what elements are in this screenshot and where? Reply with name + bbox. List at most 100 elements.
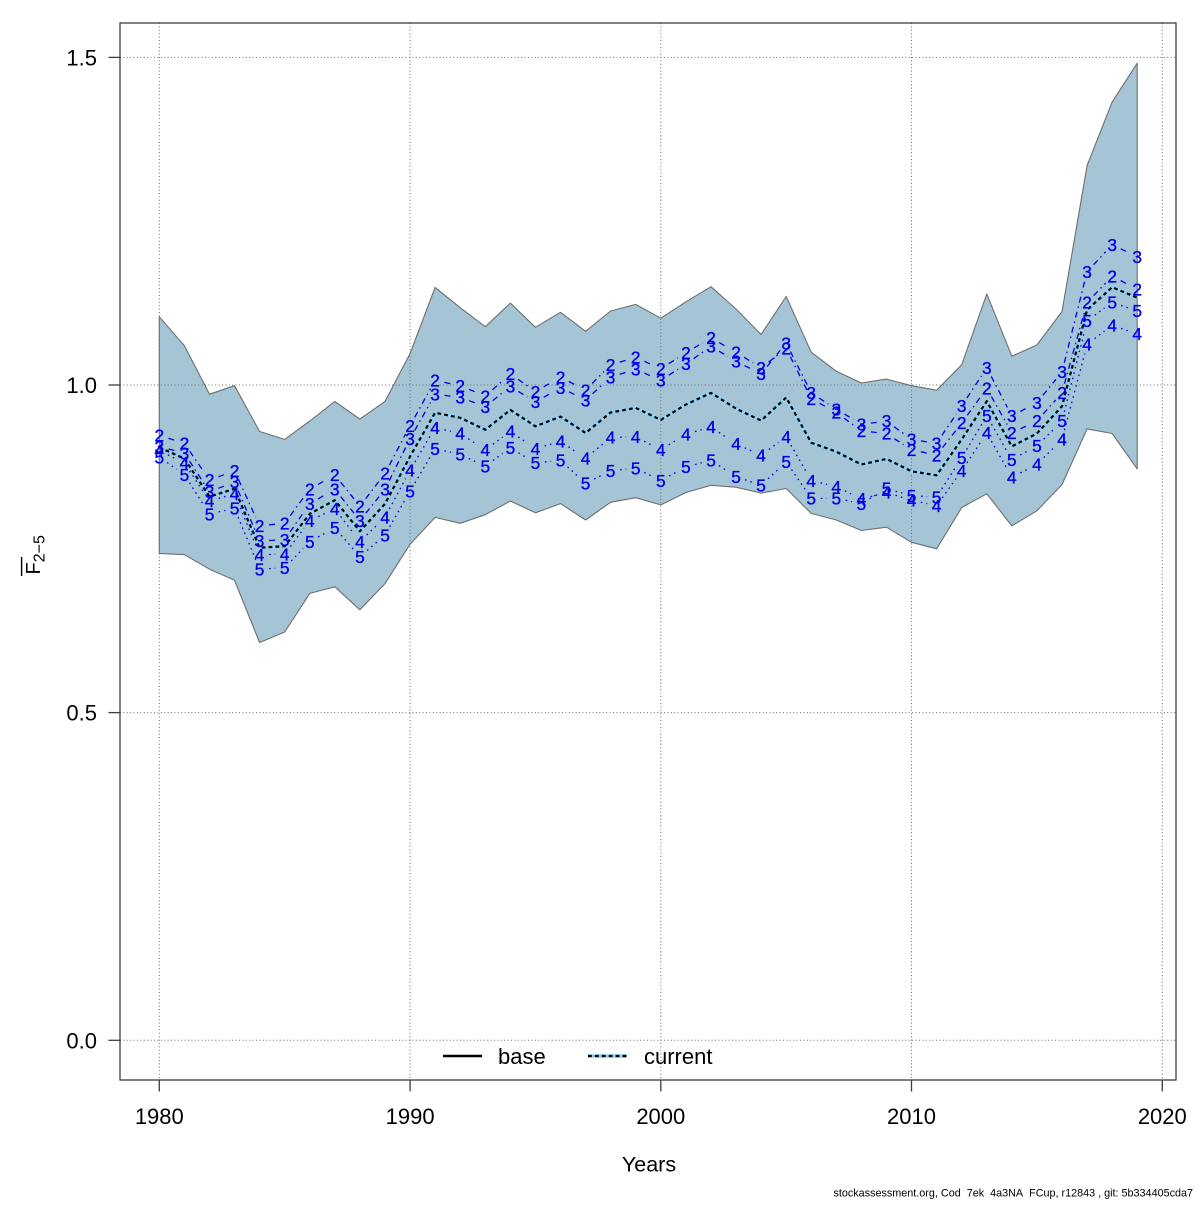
- svg-text:4: 4: [756, 445, 766, 465]
- svg-text:4: 4: [656, 440, 666, 460]
- svg-text:3: 3: [781, 333, 791, 353]
- svg-text:5: 5: [706, 451, 716, 471]
- svg-text:5: 5: [230, 498, 240, 518]
- svg-text:4: 4: [1132, 324, 1142, 344]
- svg-text:3: 3: [1057, 362, 1067, 382]
- svg-text:2000: 2000: [636, 1104, 685, 1129]
- svg-text:3: 3: [581, 390, 591, 410]
- svg-text:3: 3: [907, 430, 917, 450]
- svg-text:5: 5: [205, 504, 215, 524]
- svg-text:4: 4: [1107, 316, 1117, 336]
- svg-text:3: 3: [731, 352, 741, 372]
- svg-text:2: 2: [1082, 293, 1092, 313]
- svg-text:4: 4: [706, 417, 716, 437]
- svg-text:3: 3: [631, 360, 641, 380]
- svg-text:5: 5: [982, 406, 992, 426]
- svg-text:5: 5: [857, 494, 867, 514]
- svg-text:4: 4: [430, 418, 440, 438]
- svg-text:4: 4: [631, 427, 641, 447]
- svg-text:3: 3: [932, 434, 942, 454]
- svg-text:4: 4: [1032, 455, 1042, 475]
- svg-text:0.5: 0.5: [66, 701, 97, 726]
- svg-text:5: 5: [255, 559, 265, 579]
- svg-text:3: 3: [480, 397, 490, 417]
- svg-text:3: 3: [405, 429, 415, 449]
- svg-text:2020: 2020: [1138, 1104, 1187, 1129]
- svg-text:5: 5: [731, 467, 741, 487]
- svg-text:5: 5: [531, 453, 541, 473]
- svg-text:5: 5: [781, 452, 791, 472]
- svg-text:3: 3: [831, 399, 841, 419]
- svg-text:5: 5: [506, 438, 516, 458]
- svg-text:4: 4: [556, 432, 566, 452]
- svg-text:3: 3: [857, 415, 867, 435]
- svg-text:5: 5: [154, 447, 164, 467]
- svg-text:3: 3: [1007, 406, 1017, 426]
- svg-text:Years: Years: [622, 1153, 676, 1177]
- svg-text:2: 2: [982, 379, 992, 399]
- svg-text:3: 3: [1132, 247, 1142, 267]
- svg-text:5: 5: [1082, 311, 1092, 331]
- svg-text:3: 3: [556, 378, 566, 398]
- svg-text:5: 5: [681, 457, 691, 477]
- svg-text:4: 4: [455, 424, 465, 444]
- svg-text:4: 4: [731, 434, 741, 454]
- svg-text:5: 5: [606, 461, 616, 481]
- svg-text:5: 5: [1107, 293, 1117, 313]
- svg-text:1.0: 1.0: [66, 373, 97, 398]
- svg-text:3: 3: [606, 367, 616, 387]
- svg-text:5: 5: [405, 481, 415, 501]
- svg-text:3: 3: [330, 479, 340, 499]
- svg-text:5: 5: [556, 451, 566, 471]
- svg-text:2010: 2010: [887, 1104, 936, 1129]
- svg-text:5: 5: [907, 486, 917, 506]
- svg-text:5: 5: [430, 439, 440, 459]
- svg-text:5: 5: [380, 525, 390, 545]
- svg-text:current: current: [644, 1044, 712, 1069]
- svg-text:4: 4: [405, 460, 415, 480]
- svg-text:3: 3: [380, 479, 390, 499]
- svg-text:4: 4: [982, 423, 992, 443]
- svg-text:2: 2: [1032, 411, 1042, 431]
- svg-text:5: 5: [1007, 450, 1017, 470]
- svg-text:3: 3: [706, 337, 716, 357]
- svg-text:4: 4: [606, 428, 616, 448]
- svg-text:2: 2: [1107, 266, 1117, 286]
- svg-text:3: 3: [806, 383, 816, 403]
- svg-text:5: 5: [355, 547, 365, 567]
- svg-text:5: 5: [1132, 301, 1142, 321]
- svg-text:4: 4: [781, 427, 791, 447]
- svg-text:5: 5: [932, 487, 942, 507]
- svg-text:2: 2: [1007, 423, 1017, 443]
- svg-text:3: 3: [455, 388, 465, 408]
- svg-text:5: 5: [631, 458, 641, 478]
- svg-text:0.0: 0.0: [66, 1028, 97, 1053]
- svg-text:3: 3: [1032, 393, 1042, 413]
- svg-text:1.5: 1.5: [66, 45, 97, 70]
- svg-text:stockassessment.org, Cod 7ek: stockassessment.org, Cod 7ek 4a3NA FCup,…: [833, 1188, 1193, 1200]
- svg-text:5: 5: [280, 558, 290, 578]
- svg-text:5: 5: [180, 465, 190, 485]
- svg-text:3: 3: [982, 358, 992, 378]
- svg-text:3: 3: [506, 377, 516, 397]
- svg-text:3: 3: [1082, 262, 1092, 282]
- svg-text:4: 4: [1082, 335, 1092, 355]
- svg-text:4: 4: [330, 499, 340, 519]
- svg-text:3: 3: [531, 392, 541, 412]
- svg-text:1990: 1990: [386, 1104, 435, 1129]
- svg-text:1980: 1980: [135, 1104, 184, 1129]
- svg-text:5: 5: [1057, 411, 1067, 431]
- svg-text:5: 5: [831, 489, 841, 509]
- svg-text:5: 5: [656, 471, 666, 491]
- svg-text:3: 3: [957, 396, 967, 416]
- svg-text:4: 4: [305, 511, 315, 531]
- svg-text:4: 4: [681, 424, 691, 444]
- svg-text:3: 3: [656, 371, 666, 391]
- svg-text:5: 5: [581, 474, 591, 494]
- svg-text:2: 2: [1132, 280, 1142, 300]
- svg-text:3: 3: [756, 364, 766, 384]
- svg-text:base: base: [498, 1044, 546, 1069]
- svg-text:5: 5: [806, 489, 816, 509]
- svg-text:4: 4: [581, 449, 591, 469]
- svg-text:3: 3: [355, 511, 365, 531]
